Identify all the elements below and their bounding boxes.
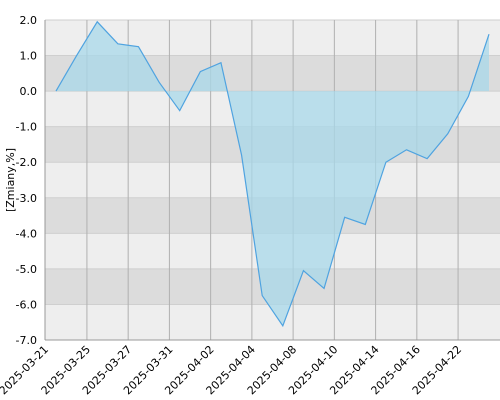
y-tick-label: 1.0	[20, 50, 38, 63]
y-axis-title: [Zmiany,%]	[4, 148, 17, 212]
y-tick-label: -6.0	[16, 298, 37, 311]
y-tick-label: 0.0	[20, 85, 38, 98]
y-tick-label: -2.0	[16, 156, 37, 169]
y-tick-label: -3.0	[16, 192, 37, 205]
y-tick-label: -5.0	[16, 263, 37, 276]
y-tick-label: -4.0	[16, 227, 37, 240]
area-fill	[56, 21, 489, 326]
y-tick-label: -1.0	[16, 121, 37, 134]
area-line	[55, 20, 490, 328]
y-tick-label: 2.0	[20, 14, 38, 27]
y-tick-label: -7.0	[16, 334, 37, 347]
